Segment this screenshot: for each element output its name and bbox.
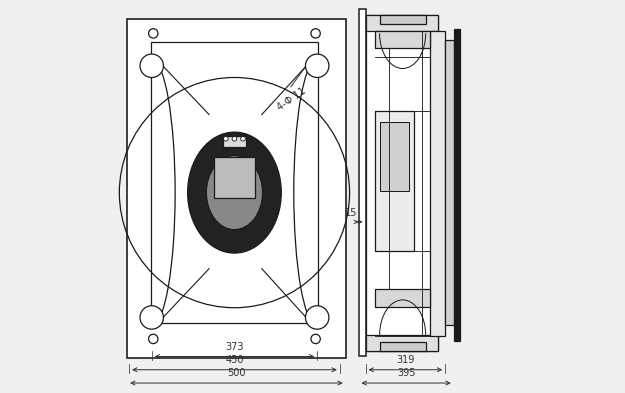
Bar — [375, 111, 414, 251]
Bar — [379, 122, 409, 191]
Bar — [431, 31, 445, 336]
Bar — [359, 9, 366, 356]
Bar — [366, 15, 438, 31]
Ellipse shape — [188, 132, 281, 253]
Circle shape — [140, 306, 163, 329]
Bar — [375, 31, 431, 48]
Bar — [214, 158, 255, 198]
Bar — [366, 335, 438, 351]
Circle shape — [140, 54, 163, 77]
Bar — [445, 40, 454, 325]
Circle shape — [306, 54, 329, 77]
Text: 500: 500 — [227, 368, 246, 378]
Text: 4-Φ 11: 4-Φ 11 — [276, 86, 308, 112]
Circle shape — [224, 136, 228, 141]
Text: 15: 15 — [344, 208, 357, 218]
Bar — [222, 136, 246, 147]
Bar — [375, 289, 431, 307]
Bar — [151, 42, 318, 323]
Text: 450: 450 — [225, 355, 244, 365]
Bar — [454, 29, 460, 341]
Bar — [379, 342, 426, 351]
Circle shape — [149, 334, 158, 343]
Text: 373: 373 — [225, 342, 244, 352]
Bar — [366, 15, 438, 351]
Ellipse shape — [206, 156, 262, 230]
Bar — [379, 15, 426, 24]
Text: 395: 395 — [397, 368, 416, 378]
Circle shape — [232, 136, 237, 141]
Circle shape — [311, 334, 320, 343]
Circle shape — [306, 306, 329, 329]
Circle shape — [149, 29, 158, 38]
Circle shape — [311, 29, 320, 38]
Bar — [127, 19, 346, 358]
Text: 319: 319 — [396, 355, 414, 365]
Circle shape — [241, 136, 246, 141]
